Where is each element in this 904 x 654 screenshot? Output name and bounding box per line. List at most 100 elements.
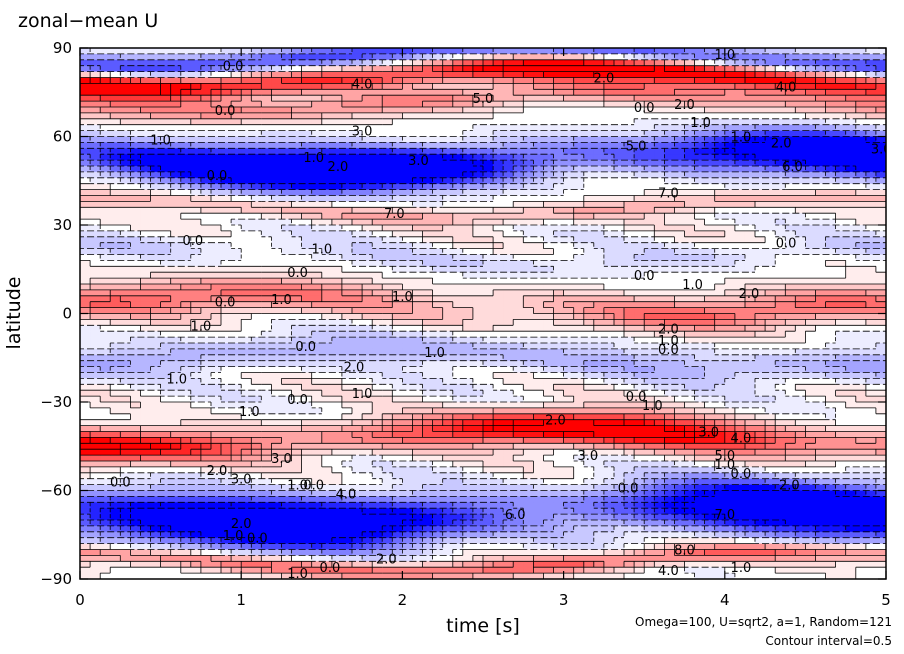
field-cell bbox=[271, 118, 283, 126]
field-cell bbox=[140, 348, 152, 356]
field-cell bbox=[170, 213, 182, 220]
field-cell bbox=[352, 236, 363, 244]
field-cell bbox=[603, 201, 615, 208]
field-cell bbox=[281, 343, 293, 350]
field-cell bbox=[241, 478, 252, 486]
field-cell bbox=[180, 171, 192, 179]
field-cell bbox=[503, 289, 514, 297]
field-cell bbox=[503, 77, 514, 84]
field-cell bbox=[221, 419, 232, 427]
field-cell bbox=[493, 490, 504, 497]
field-cell bbox=[613, 118, 625, 126]
field-cell bbox=[583, 272, 595, 279]
field-cell bbox=[603, 189, 615, 197]
field-cell bbox=[241, 555, 252, 562]
field-cell bbox=[563, 567, 575, 574]
field-cell bbox=[291, 419, 303, 427]
field-cell bbox=[392, 219, 403, 226]
field-cell bbox=[251, 230, 262, 238]
field-cell bbox=[130, 402, 142, 409]
field-cell bbox=[120, 107, 131, 114]
field-cell bbox=[311, 189, 323, 197]
field-cell bbox=[523, 378, 534, 385]
field-cell bbox=[533, 384, 545, 391]
field-cell bbox=[472, 254, 484, 261]
field-cell bbox=[503, 260, 514, 267]
field-cell bbox=[472, 502, 484, 509]
field-cell bbox=[422, 325, 434, 332]
field-cell bbox=[291, 230, 303, 238]
field-cell bbox=[160, 59, 172, 67]
field-cell bbox=[503, 437, 514, 444]
field-cell bbox=[190, 289, 202, 297]
field-cell bbox=[442, 95, 454, 102]
field-cell bbox=[553, 331, 565, 338]
field-cell bbox=[281, 437, 293, 444]
field-cell bbox=[341, 284, 353, 291]
field-cell bbox=[624, 337, 635, 344]
field-cell bbox=[150, 313, 162, 320]
field-cell bbox=[190, 260, 202, 267]
field-cell bbox=[130, 95, 142, 102]
field-cell bbox=[362, 112, 373, 120]
field-cell bbox=[462, 59, 474, 67]
field-cell bbox=[563, 148, 575, 155]
field-cell bbox=[210, 390, 222, 397]
field-cell bbox=[563, 171, 575, 179]
field-cell bbox=[372, 124, 383, 132]
field-cell bbox=[241, 154, 252, 161]
field-cell bbox=[231, 154, 242, 161]
field-cell bbox=[180, 65, 192, 73]
field-cell bbox=[120, 171, 131, 179]
field-cell bbox=[331, 543, 343, 551]
field-cell bbox=[382, 272, 393, 279]
field-cell bbox=[382, 124, 393, 132]
field-cell bbox=[190, 101, 202, 108]
field-cell bbox=[593, 148, 605, 155]
field-cell bbox=[100, 354, 111, 362]
field-cell bbox=[412, 319, 424, 326]
field-cell bbox=[210, 396, 222, 403]
field-cell bbox=[321, 118, 333, 126]
field-cell bbox=[634, 272, 645, 279]
field-cell bbox=[493, 272, 504, 279]
field-cell bbox=[503, 543, 514, 551]
field-cell bbox=[483, 195, 494, 202]
field-cell bbox=[200, 53, 212, 61]
field-cell bbox=[170, 260, 182, 267]
field-cell bbox=[452, 413, 464, 421]
field-cell bbox=[362, 284, 373, 291]
field-cell bbox=[231, 230, 242, 238]
field-cell bbox=[90, 230, 101, 238]
field-cell bbox=[190, 83, 202, 90]
field-cell bbox=[624, 508, 635, 515]
field-cell bbox=[352, 107, 363, 114]
field-cell bbox=[150, 337, 162, 344]
field-cell bbox=[291, 284, 303, 291]
field-cell bbox=[573, 378, 585, 385]
field-cell bbox=[321, 478, 333, 486]
field-cell bbox=[513, 272, 524, 279]
field-cell bbox=[241, 437, 252, 444]
field-cell bbox=[462, 83, 474, 90]
field-cell bbox=[613, 490, 625, 497]
field-cell bbox=[160, 65, 172, 73]
field-cell bbox=[573, 573, 585, 579]
field-cell bbox=[503, 354, 514, 362]
field-cell bbox=[231, 337, 242, 344]
field-cell bbox=[150, 101, 162, 108]
field-cell bbox=[160, 502, 172, 509]
field-cell bbox=[513, 407, 524, 415]
field-cell bbox=[583, 71, 595, 79]
field-cell bbox=[372, 531, 383, 539]
field-cell bbox=[150, 201, 162, 208]
field-cell bbox=[442, 130, 454, 138]
field-cell bbox=[331, 555, 343, 562]
field-cell bbox=[372, 443, 383, 450]
field-cell bbox=[341, 425, 353, 433]
field-cell bbox=[442, 183, 454, 191]
field-cell bbox=[120, 360, 131, 368]
field-cell bbox=[583, 537, 595, 545]
field-cell bbox=[493, 390, 504, 397]
field-cell bbox=[190, 490, 202, 497]
